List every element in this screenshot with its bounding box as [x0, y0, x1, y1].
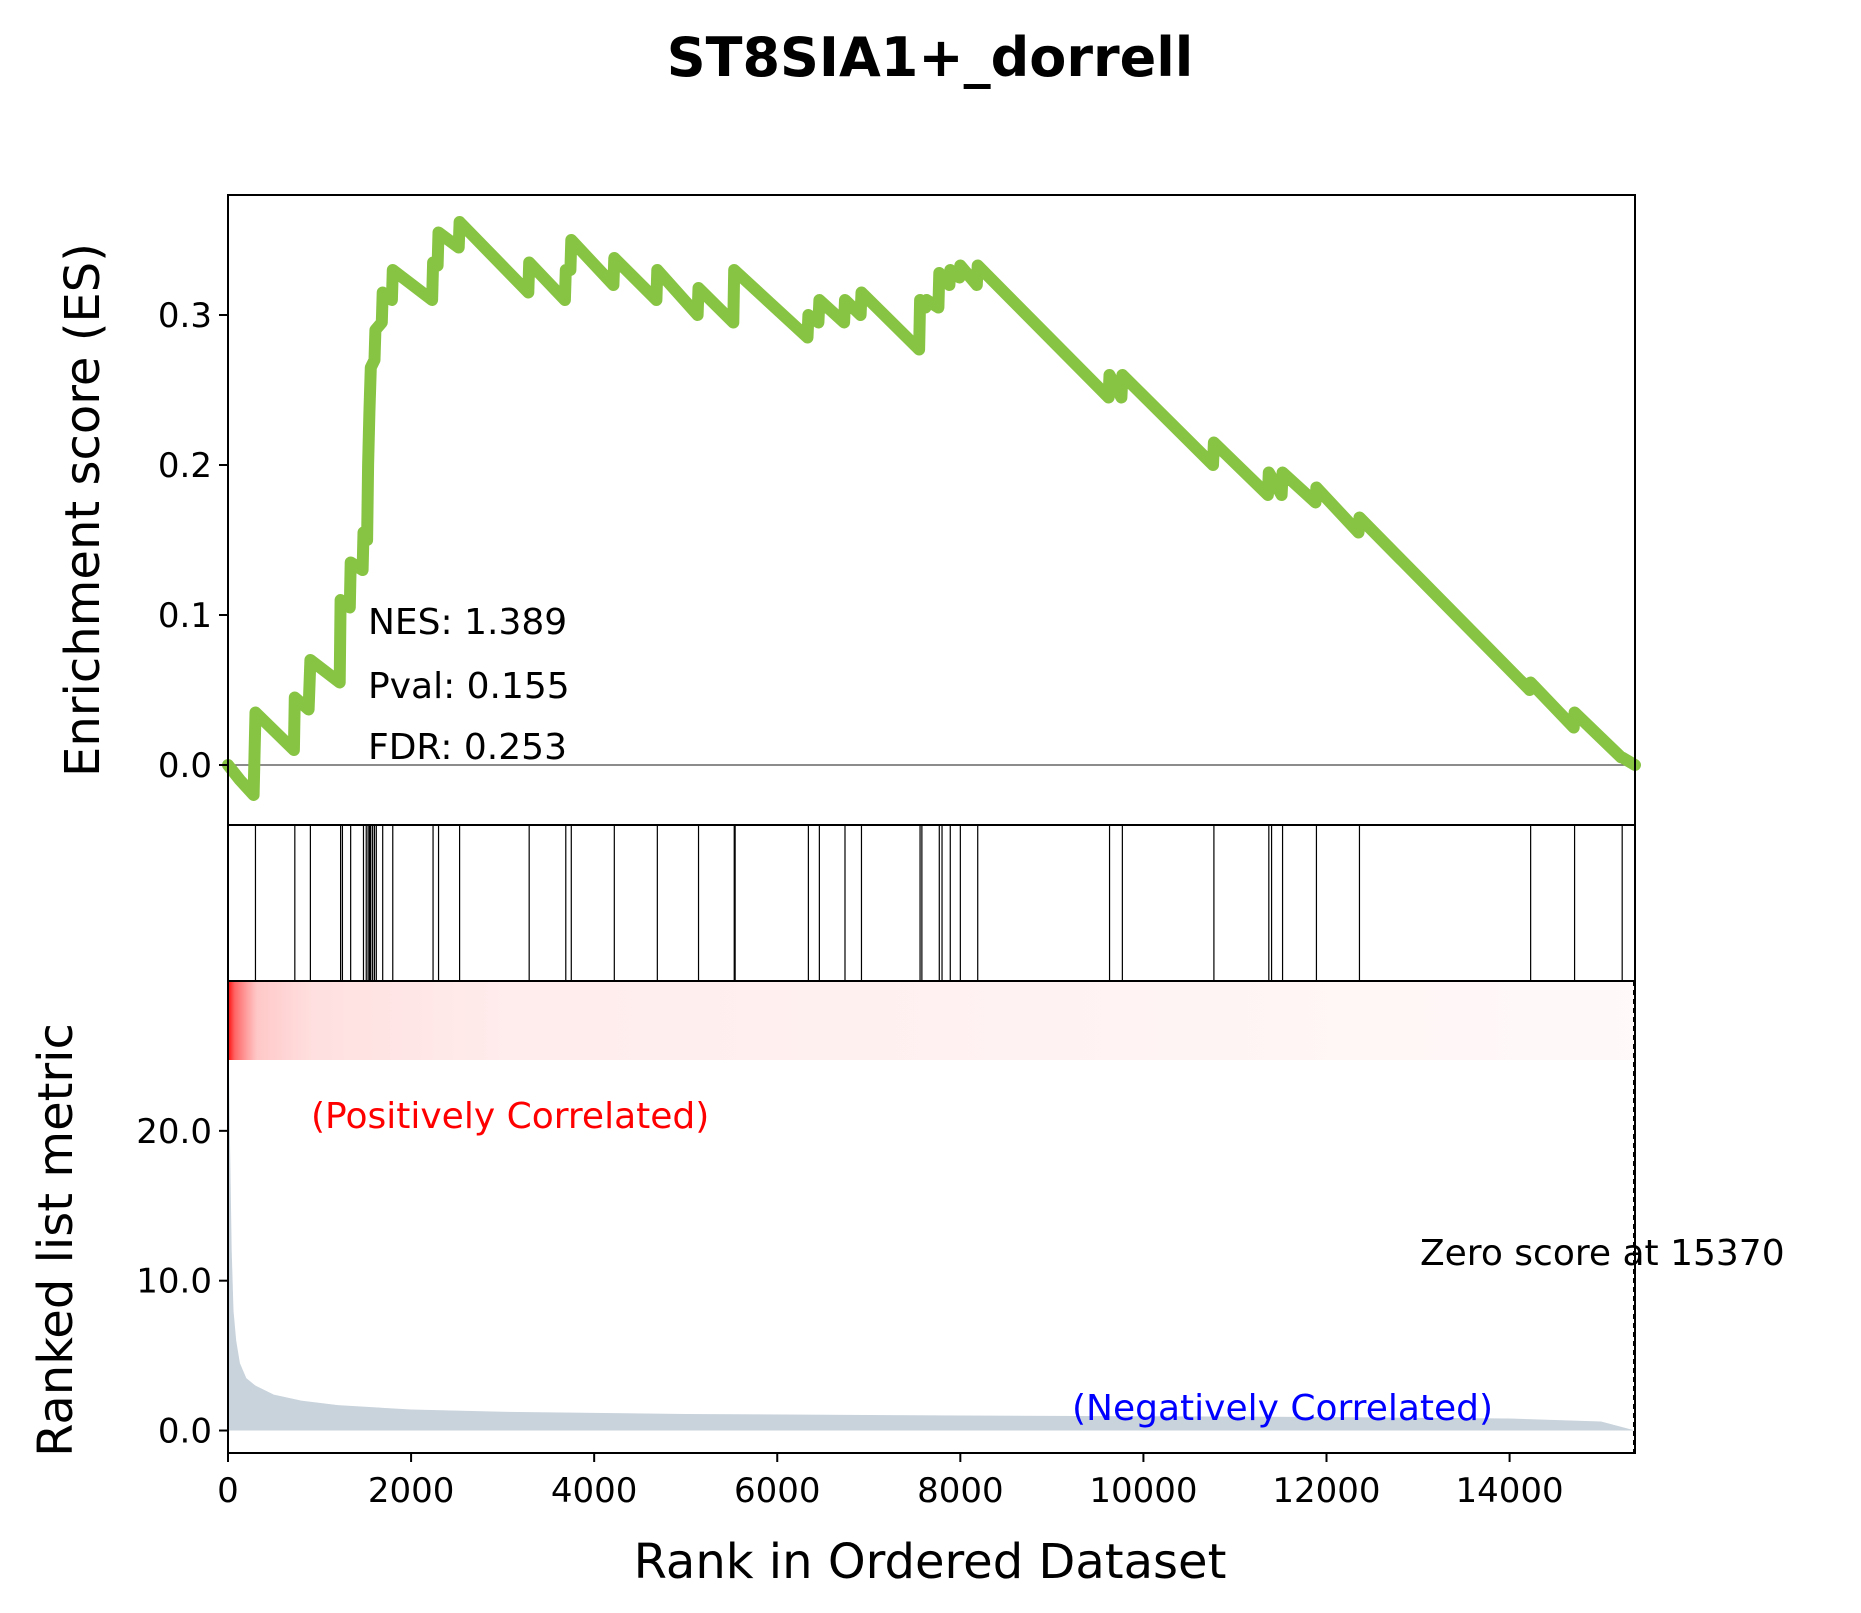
- x-tick-label: 2000: [368, 1471, 455, 1511]
- x-axis-label: Rank in Ordered Dataset: [634, 1534, 1227, 1590]
- x-tick-label: 6000: [734, 1471, 821, 1511]
- es-tick-label: 0.3: [158, 296, 212, 336]
- chart-title: ST8SIA1+_dorrell: [667, 26, 1194, 89]
- hits-panel: [227, 824, 1636, 982]
- ranked-metric-area: [228, 996, 1635, 1431]
- x-tick-label: 12000: [1272, 1471, 1380, 1511]
- rank-heatmap-bar: [229, 982, 1634, 1060]
- es-tick-label: 0.0: [158, 746, 212, 786]
- es-tick-label: 0.2: [158, 446, 212, 486]
- pval-stat: Pval: 0.155: [368, 666, 570, 707]
- x-tick-label: 8000: [917, 1471, 1004, 1511]
- x-tick-label: 4000: [551, 1471, 638, 1511]
- metric-axis-label: Ranked list metric: [28, 1023, 84, 1457]
- negatively-correlated-label: (Negatively Correlated): [1072, 1388, 1493, 1429]
- es-axis-label: Enrichment score (ES): [55, 243, 111, 777]
- metric-panel-frame: [227, 980, 1636, 1454]
- metric-tick-label: 10.0: [136, 1262, 212, 1302]
- x-tick-label: 14000: [1456, 1471, 1564, 1511]
- x-tick-label: 10000: [1089, 1471, 1197, 1511]
- nes-stat: NES: 1.389: [368, 602, 567, 643]
- metric-tick-label: 20.0: [136, 1112, 212, 1152]
- metric-tick-label: 0.0: [158, 1412, 212, 1452]
- es-tick-label: 0.1: [158, 596, 212, 636]
- es-panel: 0.0 0.1 0.2 0.3 NES: 1.389 Pval: 0.155 FDR:…: [55, 194, 1641, 826]
- es-curve: [222, 216, 1641, 801]
- x-axis-ticks: 0 2000 4000 6000 8000 10000 12000 14000: [217, 1453, 1564, 1511]
- positively-correlated-label: (Positively Correlated): [311, 1096, 709, 1137]
- es-y-ticks: 0.0 0.1 0.2 0.3: [158, 296, 228, 786]
- fdr-stat: FDR: 0.253: [368, 727, 567, 768]
- metric-y-ticks: 0.0 10.0 20.0: [136, 1112, 228, 1452]
- hit-lines: [254, 825, 1623, 981]
- metric-panel: 0.0 10.0 20.0 (Positively Correlated) (Neg…: [28, 980, 1785, 1457]
- zero-score-label: Zero score at 15370: [1420, 1233, 1785, 1274]
- x-tick-label: 0: [217, 1471, 239, 1511]
